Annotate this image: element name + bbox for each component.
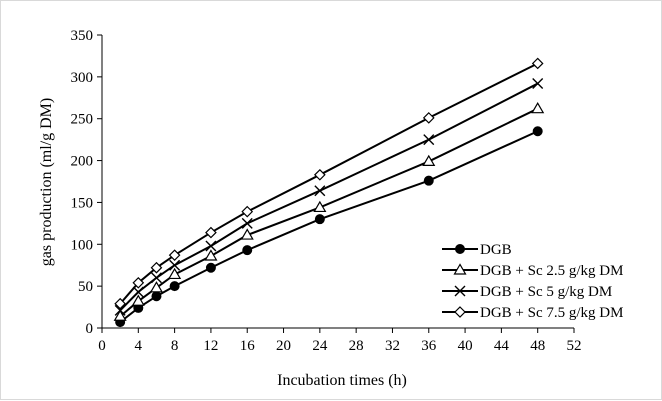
data-point <box>204 249 218 261</box>
y-tick-label: 200 <box>71 154 94 170</box>
x-tick-label: 52 <box>567 338 582 354</box>
data-point <box>532 78 544 90</box>
data-point <box>132 276 145 289</box>
x-tick-label: 4 <box>135 338 143 354</box>
y-tick-label: 150 <box>71 195 94 211</box>
y-tick-label: 250 <box>71 112 94 128</box>
series-4 <box>114 57 544 310</box>
x-tick-label: 12 <box>203 338 218 354</box>
legend-item: DGB + Sc 5 g/kg DM <box>442 284 612 300</box>
x-tick-label: 8 <box>171 338 179 354</box>
data-point <box>151 291 162 302</box>
y-tick-label: 50 <box>78 279 93 295</box>
data-point <box>168 267 182 280</box>
y-tick-label: 350 <box>71 28 94 44</box>
data-point <box>422 112 435 124</box>
data-point <box>423 175 434 186</box>
data-point <box>240 228 254 240</box>
data-point <box>242 245 253 256</box>
legend-label: DGB + Sc 2.5 g/kg DM <box>480 263 623 279</box>
data-point <box>149 281 164 293</box>
x-tick-label: 36 <box>421 338 437 354</box>
data-point <box>113 309 127 321</box>
data-point <box>168 249 181 262</box>
y-tick-label: 300 <box>71 70 94 86</box>
series-3 <box>114 78 544 316</box>
legend-label: DGB <box>480 242 512 258</box>
legend-marker <box>453 263 467 275</box>
data-point <box>150 272 162 284</box>
data-point <box>205 226 217 239</box>
series-line <box>119 62 539 305</box>
data-point <box>314 214 325 225</box>
data-point <box>205 262 216 273</box>
data-point <box>314 185 326 197</box>
data-point <box>532 126 543 137</box>
legend-marker <box>454 306 466 318</box>
x-tick-label: 20 <box>276 338 291 354</box>
data-point <box>531 101 545 114</box>
legend-label: DGB + Sc 7.5 g/kg DM <box>480 305 623 321</box>
y-axis-label: gas production (ml/g DM) <box>38 98 55 266</box>
x-tick-label: 32 <box>385 338 400 354</box>
series-line <box>119 130 539 323</box>
data-point <box>205 240 217 252</box>
legend-item: DGB <box>442 242 512 258</box>
data-point <box>132 286 144 298</box>
legend-marker <box>454 285 466 297</box>
x-tick-label: 28 <box>349 338 364 354</box>
legend-label: DGB + Sc 5 g/kg DM <box>480 284 612 300</box>
y-tick-label: 0 <box>86 321 94 337</box>
data-point <box>169 281 180 292</box>
series-layer <box>113 57 545 328</box>
data-point <box>422 154 436 167</box>
series-2 <box>113 101 545 321</box>
series-line <box>119 82 539 312</box>
x-tick-label: 24 <box>312 338 328 354</box>
legend-item: DGB + Sc 7.5 g/kg DM <box>442 305 623 321</box>
x-tick-label: 44 <box>494 338 510 354</box>
legend-item: DGB + Sc 2.5 g/kg DM <box>442 263 623 279</box>
data-point <box>169 259 181 271</box>
x-axis-label: Incubation times (h) <box>277 372 407 389</box>
x-tick-label: 16 <box>240 338 256 354</box>
data-point <box>131 294 145 306</box>
x-tick-label: 48 <box>530 338 545 354</box>
data-point <box>241 205 254 218</box>
legend-marker <box>455 244 465 254</box>
series-line <box>119 107 539 318</box>
data-point <box>423 134 435 146</box>
data-point <box>241 217 253 229</box>
x-tick-label: 40 <box>458 338 473 354</box>
legend: DGB DGB + Sc 2.5 g/kg DM DGB + Sc 5 g/kg D… <box>442 242 623 321</box>
data-point <box>313 168 326 181</box>
data-point <box>150 261 163 274</box>
data-point <box>531 57 544 70</box>
data-point <box>114 297 127 310</box>
y-tick-label: 100 <box>71 237 94 253</box>
data-point <box>114 304 126 316</box>
data-point <box>313 200 327 213</box>
x-tick-label: 0 <box>98 338 106 354</box>
series-1 <box>115 126 543 328</box>
